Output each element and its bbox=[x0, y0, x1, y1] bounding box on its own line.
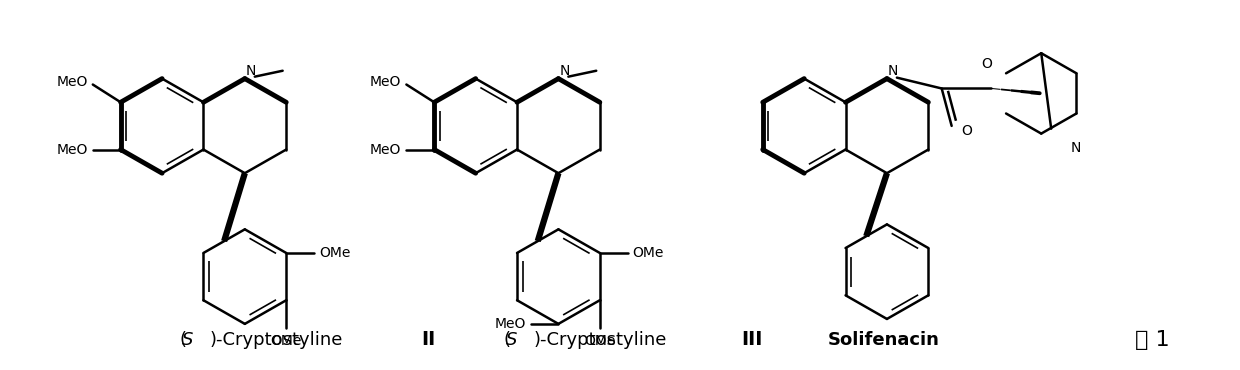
Text: MeO: MeO bbox=[495, 317, 526, 331]
Text: OMe: OMe bbox=[632, 246, 665, 260]
Text: N: N bbox=[1071, 141, 1081, 155]
Text: (: ( bbox=[503, 331, 511, 349]
Text: Solifenacin: Solifenacin bbox=[828, 331, 940, 349]
Text: MeO: MeO bbox=[57, 142, 88, 157]
Text: III: III bbox=[742, 330, 763, 349]
Text: (: ( bbox=[180, 331, 187, 349]
Text: )-Cryptostyline: )-Cryptostyline bbox=[210, 331, 343, 349]
Text: )-Cryptostyline: )-Cryptostyline bbox=[533, 331, 667, 349]
Text: S: S bbox=[506, 331, 517, 349]
Text: O: O bbox=[961, 124, 972, 138]
Text: OMe: OMe bbox=[319, 246, 351, 260]
Text: N: N bbox=[888, 64, 898, 78]
Text: O: O bbox=[981, 57, 992, 71]
Text: MeO: MeO bbox=[370, 142, 402, 157]
Text: N: N bbox=[559, 64, 570, 78]
Text: OMe: OMe bbox=[270, 334, 301, 348]
Text: MeO: MeO bbox=[57, 75, 88, 88]
Text: OMe: OMe bbox=[584, 334, 615, 348]
Text: MeO: MeO bbox=[370, 75, 402, 88]
Text: 式 1: 式 1 bbox=[1136, 330, 1169, 350]
Text: II: II bbox=[422, 330, 436, 349]
Text: N: N bbox=[246, 64, 257, 78]
Text: S: S bbox=[182, 331, 193, 349]
